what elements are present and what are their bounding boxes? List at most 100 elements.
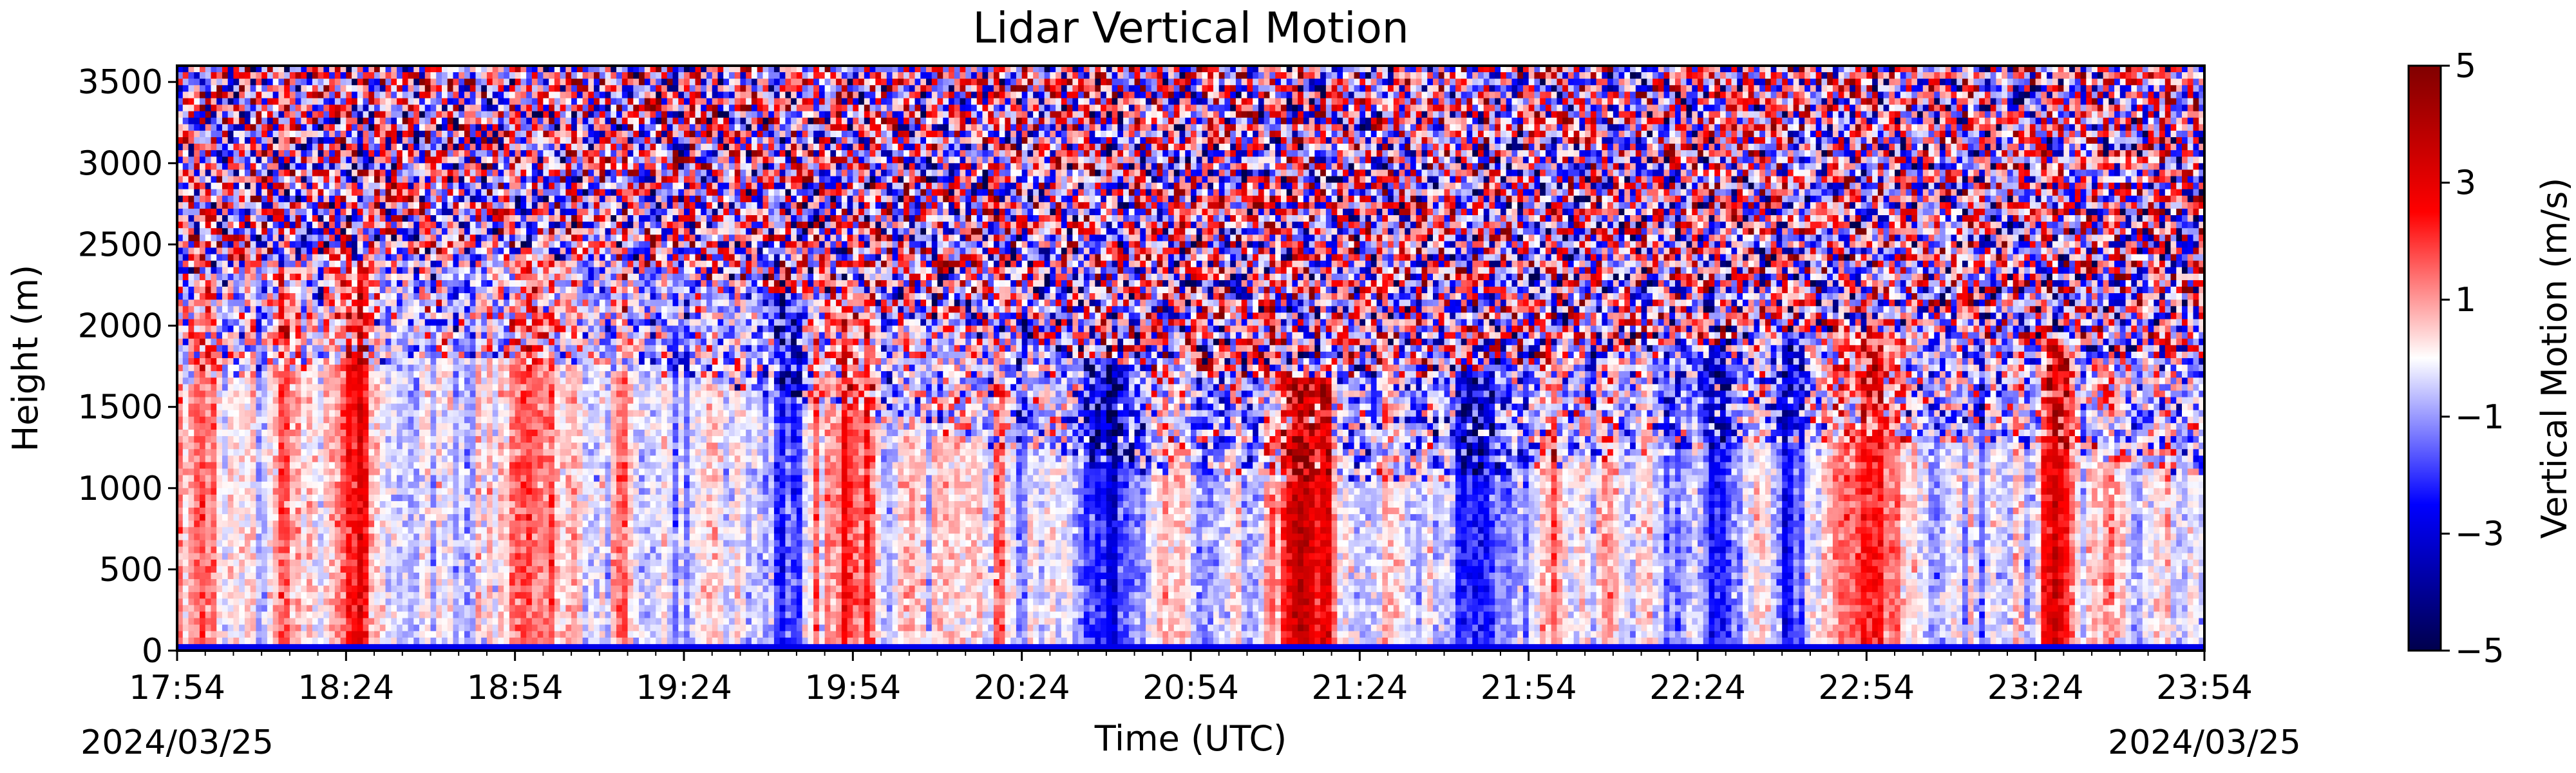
heatmap-cell xyxy=(2063,124,2069,131)
heatmap-cell xyxy=(211,85,216,92)
heatmap-cell xyxy=(1776,111,1782,119)
heatmap-cell xyxy=(352,91,357,99)
heatmap-cell xyxy=(1675,144,1681,151)
heatmap-cell xyxy=(1061,79,1067,86)
heatmap-cell xyxy=(1759,85,1765,92)
heatmap-cell xyxy=(1804,85,1810,92)
heatmap-cell xyxy=(1056,85,1061,92)
heatmap-cell xyxy=(1985,118,1991,125)
heatmap-cell xyxy=(475,111,481,119)
heatmap-cell xyxy=(1140,144,1146,151)
heatmap-cell xyxy=(2024,111,2030,119)
heatmap-cell xyxy=(1281,72,1287,79)
heatmap-cell xyxy=(1799,111,1804,119)
heatmap-cell xyxy=(1410,137,1416,144)
heatmap-cell xyxy=(1968,105,1974,112)
heatmap-cell xyxy=(1174,105,1180,112)
heatmap-cell xyxy=(1140,79,1146,86)
heatmap-cell xyxy=(965,131,971,138)
heatmap-cell xyxy=(1061,150,1067,157)
heatmap-cell xyxy=(318,98,324,105)
heatmap-cell xyxy=(1106,118,1112,125)
heatmap-cell xyxy=(628,137,634,144)
heatmap-cell xyxy=(583,111,589,119)
heatmap-cell xyxy=(616,105,622,112)
heatmap-cell xyxy=(1709,118,1714,125)
heatmap-cell xyxy=(2081,98,2087,105)
heatmap-cell xyxy=(402,79,408,86)
heatmap-cell xyxy=(1343,144,1349,151)
heatmap-cell xyxy=(588,144,594,151)
heatmap-cell xyxy=(2126,111,2132,119)
heatmap-cell xyxy=(1861,144,1867,151)
heatmap-cell xyxy=(1455,98,1461,105)
heatmap-cell xyxy=(2069,105,2075,112)
heatmap-cell xyxy=(1596,79,1602,86)
heatmap-cell xyxy=(1692,85,1698,92)
heatmap-cell xyxy=(949,79,954,86)
heatmap-cell xyxy=(1816,137,1822,144)
heatmap-cell xyxy=(1112,131,1118,138)
heatmap-cell xyxy=(1794,111,1799,119)
heatmap-cell xyxy=(1540,111,1546,119)
heatmap-cell xyxy=(678,72,684,79)
heatmap-cell xyxy=(1129,131,1135,138)
heatmap-cell xyxy=(1371,98,1377,105)
heatmap-cell xyxy=(768,79,774,86)
heatmap-cell xyxy=(594,79,600,86)
heatmap-cell xyxy=(571,144,577,151)
heatmap-cell xyxy=(1872,124,1878,131)
heatmap-cell xyxy=(1343,131,1349,138)
heatmap-cell xyxy=(791,85,797,92)
heatmap-cell xyxy=(1698,98,1703,105)
heatmap-cell xyxy=(571,131,577,138)
heatmap-cell xyxy=(1269,131,1275,138)
heatmap-cell xyxy=(408,98,414,105)
heatmap-cell xyxy=(1585,98,1591,105)
heatmap-cell xyxy=(391,105,397,112)
heatmap-cell xyxy=(341,98,346,105)
heatmap-cell xyxy=(368,111,374,119)
heatmap-cell xyxy=(842,137,848,144)
heatmap-cell xyxy=(875,91,881,99)
heatmap-cell xyxy=(875,150,881,157)
heatmap-cell xyxy=(943,98,949,105)
heatmap-cell xyxy=(1911,85,1917,92)
heatmap-cell xyxy=(352,105,357,112)
heatmap-cell xyxy=(2193,144,2199,151)
heatmap-cell xyxy=(194,131,200,138)
heatmap-cell xyxy=(1934,105,1940,112)
heatmap-cell xyxy=(1287,111,1293,119)
heatmap-cell xyxy=(560,144,566,151)
heatmap-cell xyxy=(245,91,251,99)
heatmap-cell xyxy=(2086,85,2092,92)
heatmap-cell xyxy=(1681,118,1687,125)
heatmap-cell xyxy=(554,144,560,151)
heatmap-cell xyxy=(2013,79,2019,86)
chart-title: Lidar Vertical Motion xyxy=(972,3,1408,53)
heatmap-cell xyxy=(1534,150,1540,157)
heatmap-cell xyxy=(926,105,932,112)
heatmap-cell xyxy=(1973,91,1979,99)
heatmap-cell xyxy=(774,118,780,125)
heatmap-cell xyxy=(639,150,645,157)
heatmap-cell xyxy=(1776,131,1782,138)
heatmap-cell xyxy=(459,150,464,157)
heatmap-cell xyxy=(971,105,977,112)
heatmap-cell xyxy=(616,79,622,86)
heatmap-cell xyxy=(1416,91,1422,99)
heatmap-cell xyxy=(2148,105,2154,112)
heatmap-cell xyxy=(2103,85,2109,92)
heatmap-cell xyxy=(1956,72,1962,79)
heatmap-cell xyxy=(1439,91,1444,99)
heatmap-cell xyxy=(329,105,335,112)
heatmap-cell xyxy=(312,150,318,157)
heatmap-cell xyxy=(780,91,786,99)
heatmap-cell xyxy=(853,72,858,79)
heatmap-cell xyxy=(380,144,386,151)
heatmap-cell xyxy=(904,98,909,105)
heatmap-cell xyxy=(887,118,893,125)
heatmap-cell xyxy=(2092,79,2098,86)
heatmap-cell xyxy=(1788,111,1794,119)
heatmap-cell xyxy=(864,144,870,151)
